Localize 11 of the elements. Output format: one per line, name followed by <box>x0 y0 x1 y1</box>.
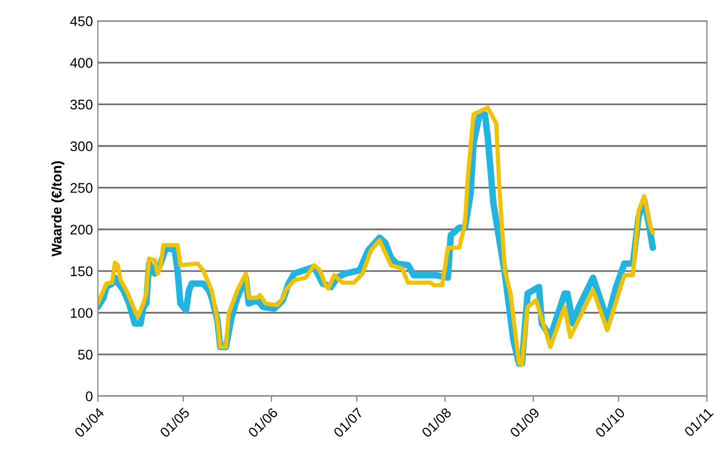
y-tick-label: 100 <box>70 308 92 318</box>
y-tick-label: 250 <box>70 183 92 193</box>
y-tick-label: 50 <box>78 350 92 360</box>
y-tick-label: 150 <box>70 266 92 276</box>
y-tick-label: 350 <box>70 100 92 110</box>
y-axis-title: Waarde (€/ton) <box>51 161 64 256</box>
y-tick-label: 300 <box>70 141 92 152</box>
y-tick-label: 450 <box>70 16 92 26</box>
y-tick-label: 0 <box>86 391 92 402</box>
y-tick-label: 400 <box>70 58 92 68</box>
y-tick-label: 200 <box>70 224 92 235</box>
